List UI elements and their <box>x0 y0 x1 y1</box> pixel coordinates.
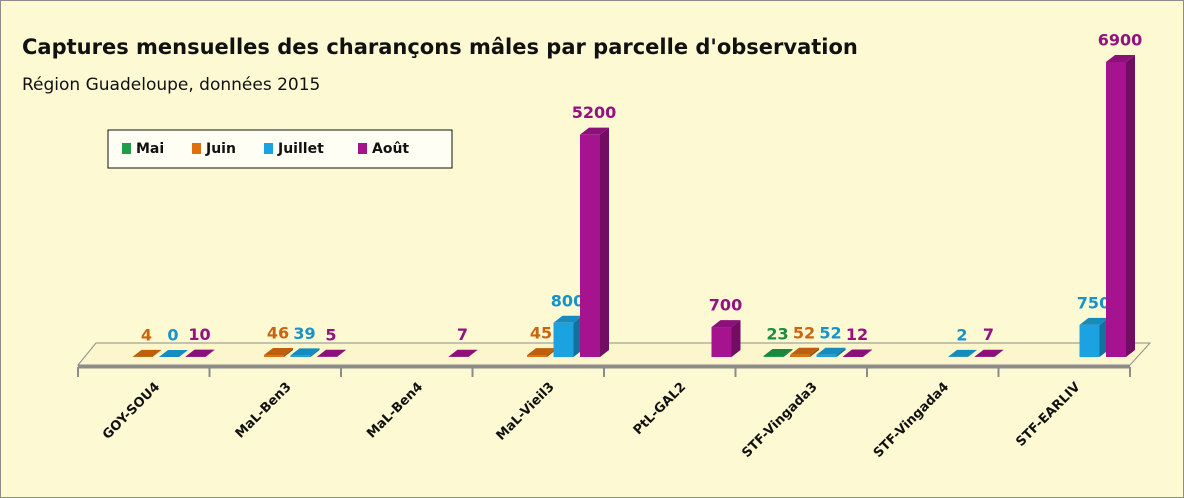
data-label: 5200 <box>572 103 617 122</box>
bar-top <box>264 348 293 356</box>
bar-top <box>159 350 188 357</box>
bar <box>448 349 478 357</box>
bar-top <box>843 349 872 357</box>
data-label: 2 <box>956 325 967 344</box>
data-label: 0 <box>167 326 178 345</box>
data-label: 39 <box>293 324 315 343</box>
bar <box>1079 317 1109 357</box>
bar <box>1106 55 1135 357</box>
bar-side <box>863 349 872 357</box>
bar-side <box>284 348 293 357</box>
bar <box>790 347 819 357</box>
data-label: 45 <box>530 324 552 343</box>
legend-label: Juillet <box>277 141 324 157</box>
data-label: 12 <box>846 325 868 344</box>
bar-front <box>527 355 547 357</box>
bar-side <box>310 348 320 357</box>
chart-subtitle: Région Guadeloupe, données 2015 <box>22 75 320 95</box>
bar-top <box>1106 55 1135 62</box>
bar-side <box>731 320 741 357</box>
floor <box>76 342 1152 366</box>
data-label: 7 <box>457 325 468 344</box>
bar-top <box>711 320 741 328</box>
bar-side <box>810 347 819 357</box>
data-label: 700 <box>709 296 742 315</box>
legend <box>107 129 453 169</box>
bar-front <box>763 356 784 357</box>
bar <box>974 349 1004 357</box>
data-label: 6900 <box>1098 31 1143 50</box>
bar-top <box>290 348 320 356</box>
data-label: 23 <box>766 325 788 344</box>
bar-side <box>600 127 609 358</box>
legend-swatch <box>358 143 367 154</box>
bar <box>843 349 872 357</box>
bar-top <box>763 349 793 357</box>
bar <box>159 350 188 357</box>
bar <box>264 348 293 357</box>
data-label: 10 <box>188 325 210 344</box>
bar-front <box>553 322 574 357</box>
chart-title: Captures mensuelles des charançons mâles… <box>22 35 858 59</box>
bar-side <box>1126 55 1135 357</box>
bar-side <box>836 347 846 357</box>
bar-side <box>968 349 977 357</box>
bar <box>132 349 162 357</box>
bar-top <box>317 349 346 357</box>
bar-front <box>264 355 284 357</box>
bar-front <box>1106 62 1126 357</box>
bar <box>317 349 346 357</box>
bar <box>816 347 846 357</box>
bar-side <box>152 349 162 357</box>
bar-side <box>783 349 793 357</box>
bar-top <box>948 349 977 357</box>
data-label: 4 <box>141 325 152 344</box>
data-label: 5 <box>325 325 336 344</box>
legend-swatch <box>264 143 273 154</box>
legend-label: Août <box>372 141 409 157</box>
bar-side <box>468 349 478 357</box>
data-label: 46 <box>267 324 289 343</box>
bar <box>763 349 793 357</box>
bar-front <box>290 355 311 357</box>
bar-top <box>790 347 819 355</box>
bar <box>711 320 741 357</box>
bar-top <box>1079 317 1109 325</box>
bar-top <box>580 127 609 135</box>
data-label: 52 <box>819 323 841 342</box>
bar-side <box>337 349 346 357</box>
legend-label: Mai <box>136 141 164 157</box>
bar-top <box>132 349 162 357</box>
data-label: 750 <box>1077 293 1110 312</box>
bar <box>948 349 977 357</box>
bar <box>580 127 609 358</box>
bar-top <box>553 315 583 323</box>
bar-top <box>527 348 556 356</box>
bar-front <box>1079 324 1100 357</box>
bar <box>185 349 215 357</box>
bar-front <box>580 134 600 357</box>
bar-front <box>711 327 732 357</box>
bar-top <box>816 347 846 355</box>
bar-front <box>843 356 863 357</box>
bar-top <box>185 349 215 357</box>
bar-side <box>205 349 215 357</box>
bar-side <box>994 349 1004 357</box>
legend-swatch <box>192 143 201 154</box>
legend-label: Juin <box>205 141 236 157</box>
legend-swatch <box>122 143 131 154</box>
bar-front <box>816 354 837 357</box>
bar <box>553 315 583 357</box>
bar-front <box>790 354 810 357</box>
data-label: 7 <box>983 325 994 344</box>
data-label: 52 <box>793 323 815 342</box>
bar-top <box>974 349 1004 357</box>
bar-top <box>448 349 478 357</box>
bar <box>290 348 320 357</box>
data-label: 800 <box>551 291 584 310</box>
